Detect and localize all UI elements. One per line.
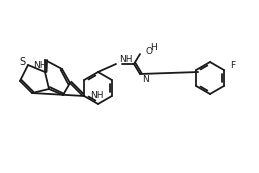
Text: NH: NH	[119, 56, 133, 65]
Text: S: S	[19, 57, 25, 67]
Text: O: O	[145, 47, 152, 56]
Text: F: F	[230, 61, 235, 71]
Text: N: N	[142, 75, 149, 84]
Text: NH: NH	[33, 61, 47, 70]
Text: NH: NH	[90, 90, 104, 99]
Text: H: H	[150, 43, 157, 52]
